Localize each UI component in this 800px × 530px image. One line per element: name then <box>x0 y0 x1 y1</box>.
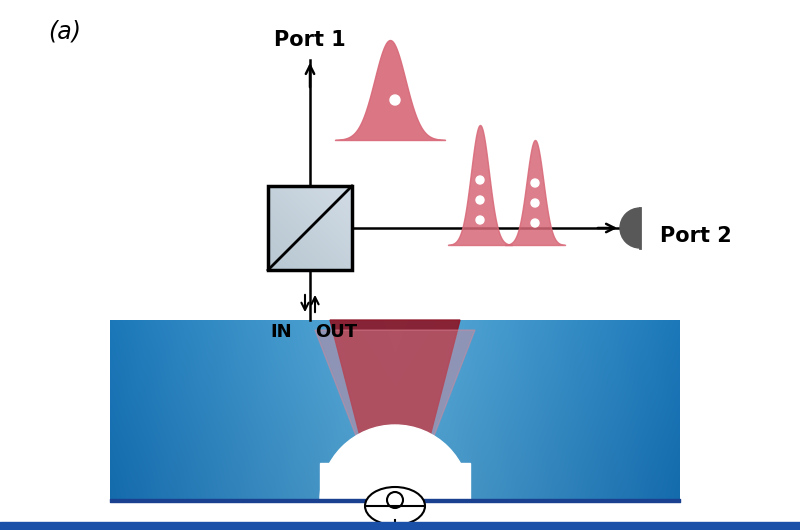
Circle shape <box>390 95 400 105</box>
Circle shape <box>531 199 539 207</box>
Circle shape <box>531 179 539 187</box>
Circle shape <box>476 176 484 184</box>
Wedge shape <box>320 425 470 500</box>
Text: IN: IN <box>270 323 292 341</box>
Wedge shape <box>620 208 640 248</box>
Text: Port 1: Port 1 <box>274 30 346 50</box>
Circle shape <box>531 219 539 227</box>
Text: Port 2: Port 2 <box>660 226 732 246</box>
Ellipse shape <box>365 487 425 525</box>
Polygon shape <box>330 320 460 436</box>
Text: (a): (a) <box>48 20 81 44</box>
Circle shape <box>387 492 403 508</box>
Circle shape <box>476 196 484 204</box>
Circle shape <box>476 216 484 224</box>
Polygon shape <box>315 330 475 485</box>
Bar <box>268 186 352 270</box>
Bar <box>320 463 470 530</box>
Text: OUT: OUT <box>315 323 357 341</box>
